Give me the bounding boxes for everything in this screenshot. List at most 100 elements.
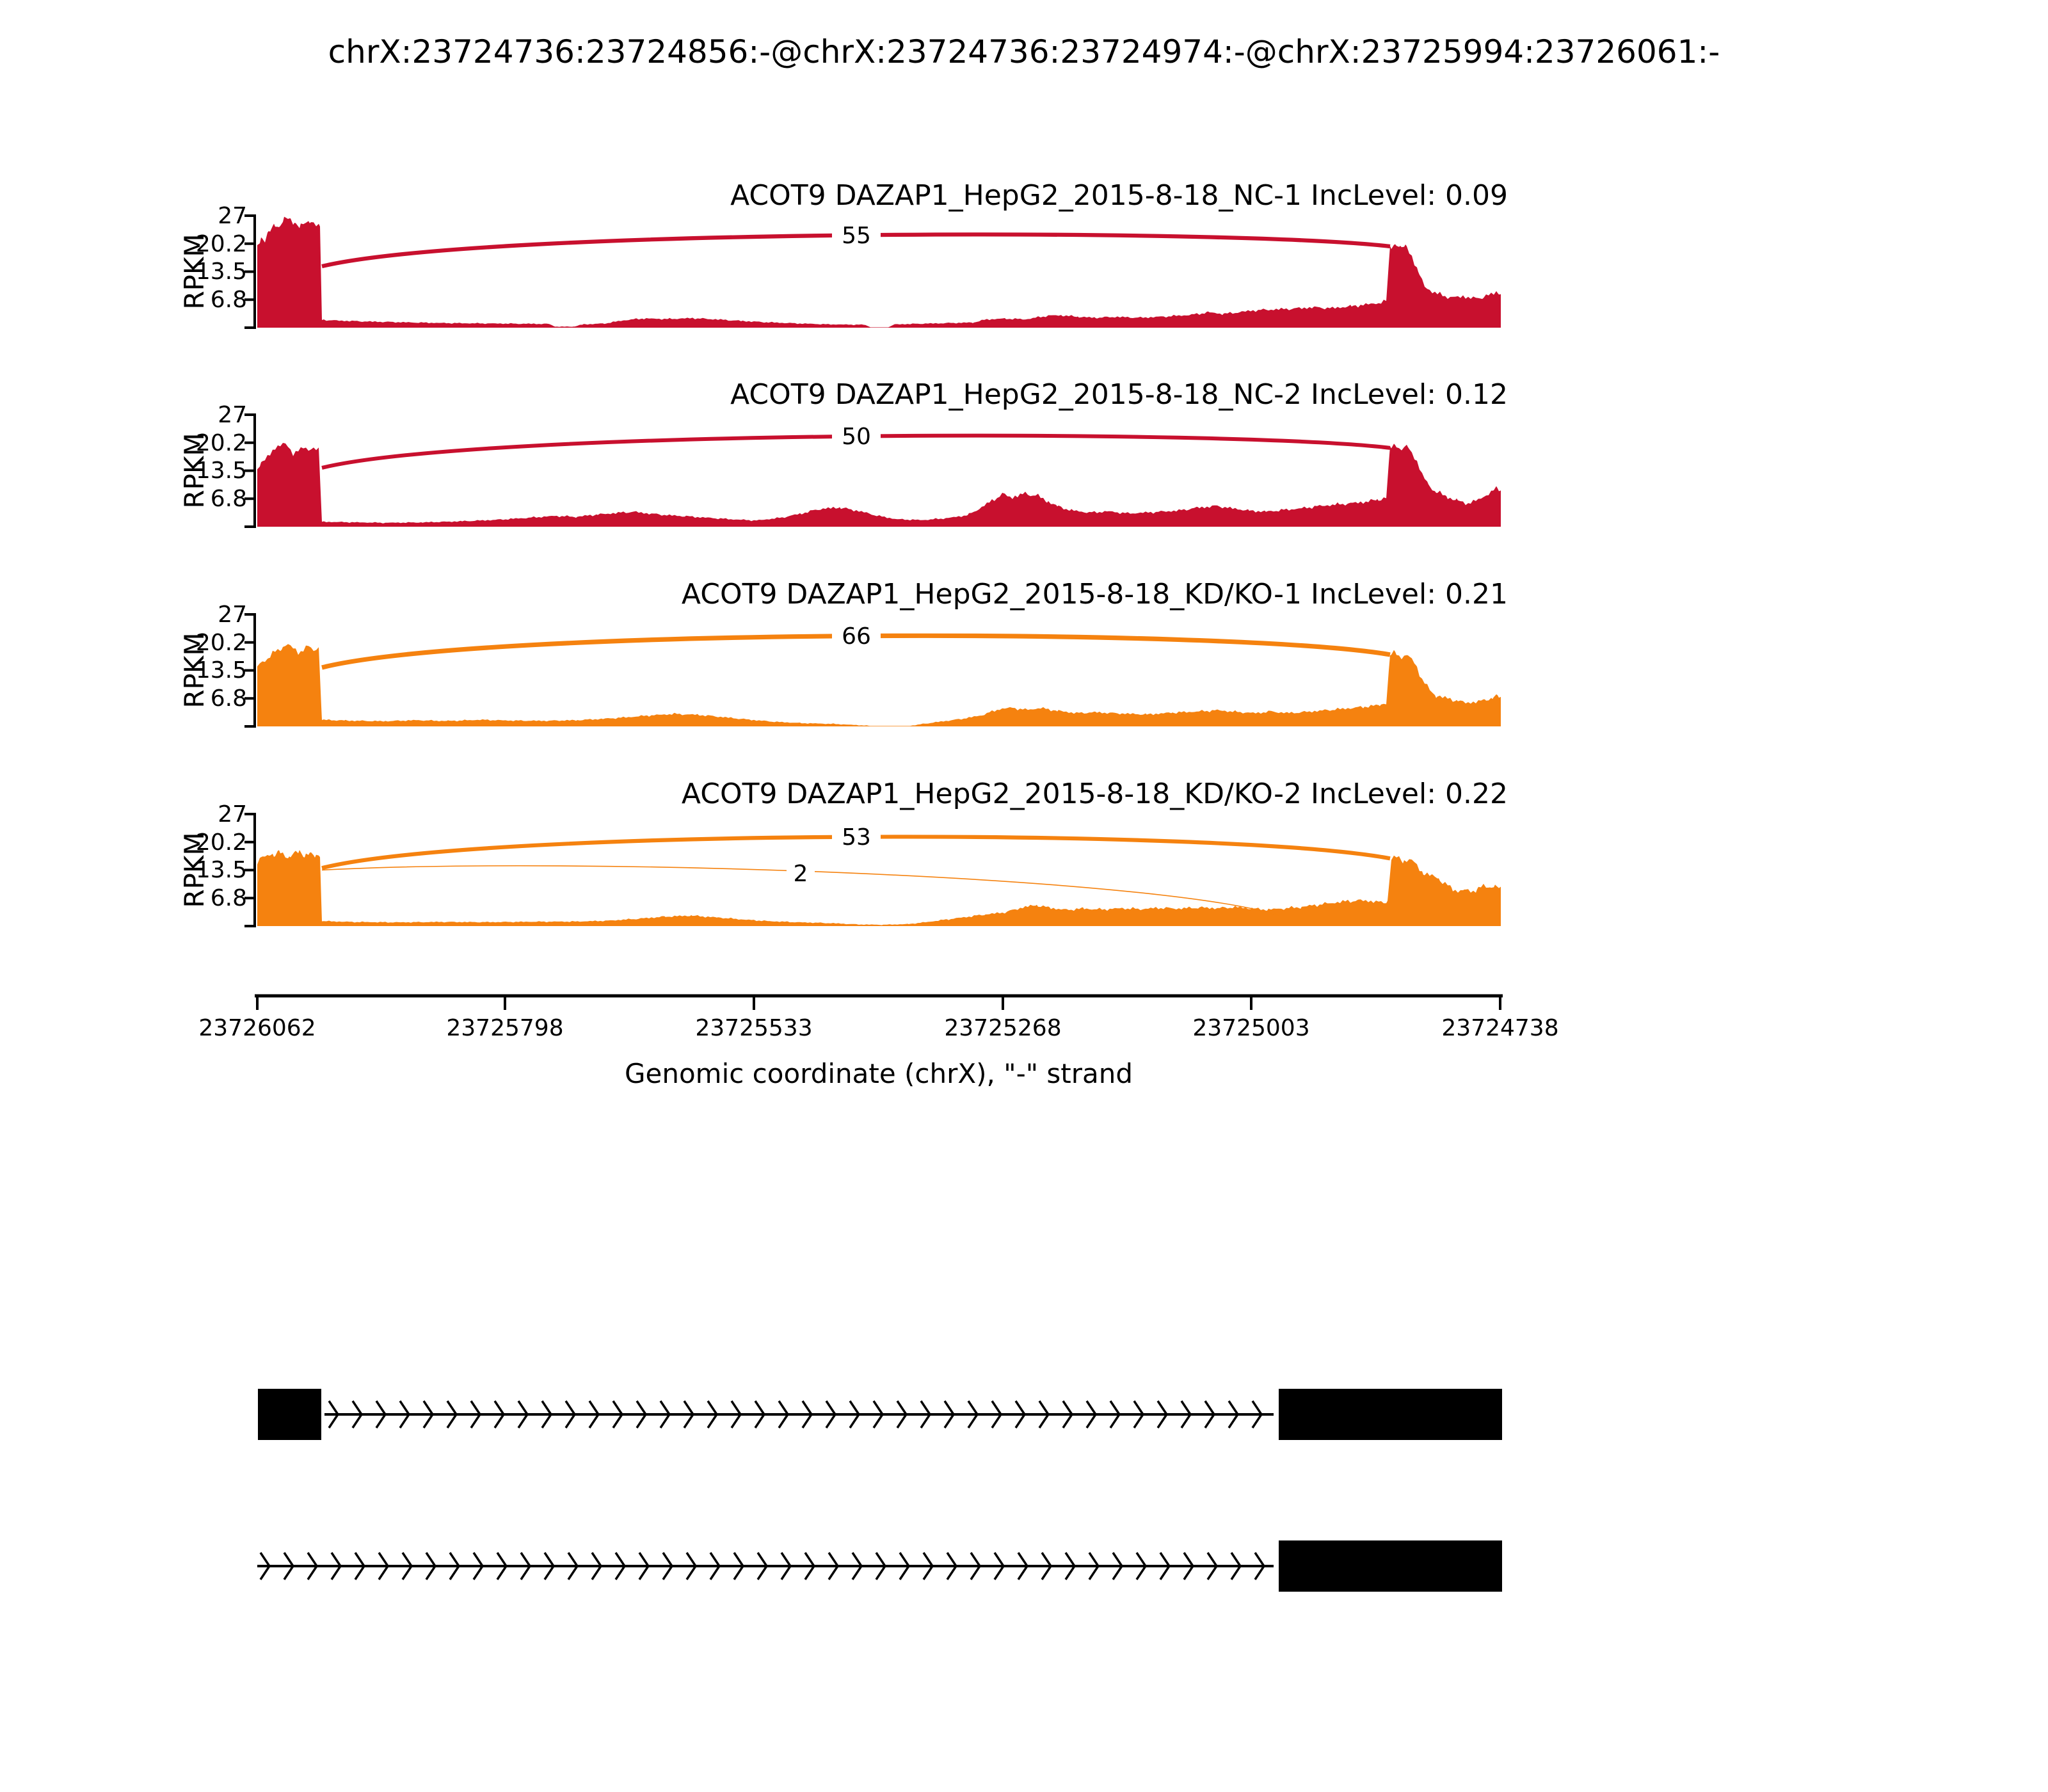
strand-direction-chevron-icon: [520, 1552, 532, 1580]
strand-direction-chevron-icon: [401, 1552, 413, 1580]
coverage-area: [257, 216, 1501, 328]
junction-count-label: 2: [794, 861, 808, 887]
gene-model-tracks: [257, 1389, 1502, 1592]
strand-direction-chevron-icon: [993, 1552, 1005, 1580]
strand-direction-chevron-icon: [1183, 1552, 1195, 1580]
strand-direction-chevron-icon: [446, 1400, 458, 1428]
y-tick-label: 13.5: [196, 458, 247, 484]
strand-direction-chevron-icon: [1014, 1400, 1027, 1428]
strand-direction-chevron-icon: [328, 1400, 340, 1428]
strand-direction-chevron-icon: [1180, 1400, 1192, 1428]
y-axis-title: RPKM: [179, 234, 210, 309]
strand-direction-chevron-icon: [967, 1400, 979, 1428]
strand-direction-chevron-icon: [851, 1552, 863, 1580]
strand-direction-chevron-icon: [849, 1400, 861, 1428]
strand-direction-chevron-icon: [754, 1400, 766, 1428]
strand-direction-chevron-icon: [1133, 1400, 1145, 1428]
track-nc-1: 27 20.2 13.5 6.8 RPKM ACOT9 DAZAP1_HepG2…: [179, 179, 1508, 329]
strand-direction-chevron-icon: [780, 1552, 792, 1580]
plot-title: chrX:23724736:23724856:-@chrX:23724736:2…: [328, 33, 1720, 70]
x-tick-label: 23725533: [695, 1015, 812, 1041]
strand-direction-chevron-icon: [872, 1400, 884, 1428]
x-axis: 23726062 23725798 23725533 23725268 2372…: [198, 994, 1559, 1089]
strand-direction-chevron-icon: [612, 1400, 624, 1428]
y-tick-label: 20.2: [196, 430, 247, 456]
track-title-nc-1: ACOT9 DAZAP1_HepG2_2015-8-18_NC-1 IncLev…: [730, 179, 1508, 212]
strand-direction-chevron-icon: [1017, 1552, 1029, 1580]
strand-direction-chevron-icon: [1038, 1400, 1050, 1428]
junction-count-bg: [832, 221, 881, 250]
junction-count-bg: [832, 422, 881, 451]
strand-direction-chevron-icon: [825, 1400, 837, 1428]
strand-direction-chevron-icon: [1206, 1552, 1219, 1580]
strand-direction-chevron-icon: [662, 1552, 674, 1580]
strand-direction-chevron-icon: [425, 1552, 437, 1580]
y-tick-label: 20.2: [196, 829, 247, 856]
x-tick-label: 23725798: [446, 1015, 563, 1041]
strand-direction-chevron-icon: [1159, 1552, 1171, 1580]
strand-direction-chevron-icon: [709, 1552, 721, 1580]
strand-direction-chevron-icon: [1062, 1400, 1074, 1428]
strand-direction-chevron-icon: [638, 1552, 650, 1580]
strand-direction-chevron-icon: [875, 1552, 887, 1580]
junction-count-bg: [832, 822, 881, 852]
strand-direction-chevron-icon: [422, 1400, 435, 1428]
strand-direction-chevron-icon: [970, 1552, 982, 1580]
x-tick-label: 23725003: [1192, 1015, 1309, 1041]
strand-direction-chevron-icon: [991, 1400, 1003, 1428]
strand-direction-chevron-icon: [375, 1400, 387, 1428]
strand-direction-chevron-icon: [920, 1400, 932, 1428]
strand-direction-chevron-icon: [541, 1400, 553, 1428]
junction-count-label: 55: [842, 223, 871, 249]
strand-direction-chevron-icon: [591, 1552, 603, 1580]
strand-direction-chevron-icon: [801, 1400, 813, 1428]
strand-direction-chevron-icon: [946, 1552, 958, 1580]
strand-direction-chevron-icon: [778, 1400, 790, 1428]
gene-model-row: [257, 1540, 1502, 1592]
x-axis-drawing: [255, 994, 1503, 1010]
junction-count-label: 50: [842, 424, 871, 450]
y-tick-label: 27: [218, 402, 247, 428]
strand-direction-chevron-icon: [564, 1400, 577, 1428]
strand-direction-chevron-icon: [1088, 1552, 1100, 1580]
strand-direction-chevron-icon: [685, 1552, 698, 1580]
track-title-kdko-2: ACOT9 DAZAP1_HepG2_2015-8-18_KD/KO-2 Inc…: [682, 778, 1508, 810]
y-tick-label: 6.8: [211, 486, 247, 512]
coverage-area: [257, 443, 1501, 527]
strand-direction-chevron-icon: [1064, 1552, 1076, 1580]
strand-direction-chevron-icon: [1204, 1400, 1216, 1428]
strand-direction-chevron-icon: [1254, 1552, 1266, 1580]
strand-direction-chevron-icon: [259, 1552, 271, 1580]
y-tick-label: 27: [218, 801, 247, 828]
strand-direction-chevron-icon: [1251, 1400, 1263, 1428]
coverage-area: [257, 850, 1501, 926]
strand-direction-chevron-icon: [307, 1552, 319, 1580]
strand-direction-chevron-icon: [283, 1552, 295, 1580]
strand-direction-chevron-icon: [899, 1552, 911, 1580]
strand-direction-chevron-icon: [399, 1400, 411, 1428]
y-axis-title: RPKM: [179, 832, 210, 908]
strand-direction-chevron-icon: [943, 1400, 956, 1428]
track-title-kdko-1: ACOT9 DAZAP1_HepG2_2015-8-18_KD/KO-1 Inc…: [682, 578, 1508, 611]
track-nc-2: 27 20.2 13.5 6.8 RPKM ACOT9 DAZAP1_HepG2…: [179, 378, 1508, 528]
strand-direction-chevron-icon: [1112, 1552, 1124, 1580]
junction-count-label: 66: [842, 623, 871, 650]
strand-direction-chevron-icon: [730, 1400, 742, 1428]
strand-direction-chevron-icon: [496, 1552, 508, 1580]
y-axis-title: RPKM: [179, 433, 210, 508]
strand-direction-chevron-icon: [659, 1400, 671, 1428]
exon-box: [258, 1389, 321, 1440]
strand-direction-chevron-icon: [588, 1400, 600, 1428]
junction-count-bg: [832, 621, 881, 651]
x-tick-label: 23724738: [1441, 1015, 1558, 1041]
y-axis-title: RPKM: [179, 632, 210, 708]
y-tick-label: 6.8: [211, 885, 247, 911]
strand-direction-chevron-icon: [804, 1552, 816, 1580]
track-title-nc-2: ACOT9 DAZAP1_HepG2_2015-8-18_NC-2 IncLev…: [730, 378, 1508, 411]
track-kdko-1: 27 20.2 13.5 6.8 RPKM ACOT9 DAZAP1_HepG2…: [179, 578, 1508, 728]
y-tick-label: 13.5: [196, 657, 247, 684]
x-axis-title: Genomic coordinate (chrX), "-" strand: [625, 1058, 1133, 1089]
strand-direction-chevron-icon: [1230, 1552, 1242, 1580]
strand-direction-chevron-icon: [354, 1552, 366, 1580]
strand-direction-chevron-icon: [1085, 1400, 1098, 1428]
